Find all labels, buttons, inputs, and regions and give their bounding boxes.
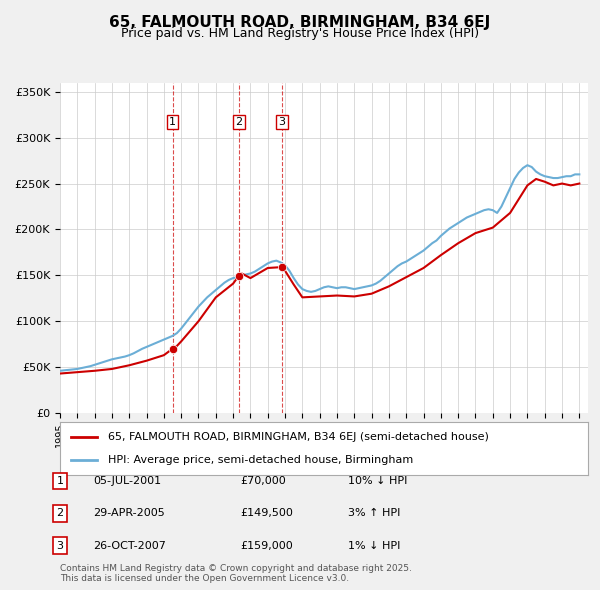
Text: HPI: Average price, semi-detached house, Birmingham: HPI: Average price, semi-detached house,… xyxy=(107,455,413,465)
Text: 1: 1 xyxy=(56,476,64,486)
Text: 1% ↓ HPI: 1% ↓ HPI xyxy=(348,541,400,550)
Text: 2: 2 xyxy=(235,117,242,127)
Text: 3% ↑ HPI: 3% ↑ HPI xyxy=(348,509,400,518)
Text: 65, FALMOUTH ROAD, BIRMINGHAM, B34 6EJ: 65, FALMOUTH ROAD, BIRMINGHAM, B34 6EJ xyxy=(109,15,491,30)
Text: 10% ↓ HPI: 10% ↓ HPI xyxy=(348,476,407,486)
Text: 1: 1 xyxy=(169,117,176,127)
Text: 65, FALMOUTH ROAD, BIRMINGHAM, B34 6EJ (semi-detached house): 65, FALMOUTH ROAD, BIRMINGHAM, B34 6EJ (… xyxy=(107,432,488,442)
Text: £159,000: £159,000 xyxy=(240,541,293,550)
Text: 2: 2 xyxy=(56,509,64,518)
Text: 05-JUL-2001: 05-JUL-2001 xyxy=(93,476,161,486)
Text: Contains HM Land Registry data © Crown copyright and database right 2025.
This d: Contains HM Land Registry data © Crown c… xyxy=(60,563,412,583)
Text: 3: 3 xyxy=(56,541,64,550)
Text: Price paid vs. HM Land Registry's House Price Index (HPI): Price paid vs. HM Land Registry's House … xyxy=(121,27,479,40)
Text: 3: 3 xyxy=(278,117,286,127)
Text: 26-OCT-2007: 26-OCT-2007 xyxy=(93,541,166,550)
Text: £149,500: £149,500 xyxy=(240,509,293,518)
Text: £70,000: £70,000 xyxy=(240,476,286,486)
Text: 29-APR-2005: 29-APR-2005 xyxy=(93,509,165,518)
